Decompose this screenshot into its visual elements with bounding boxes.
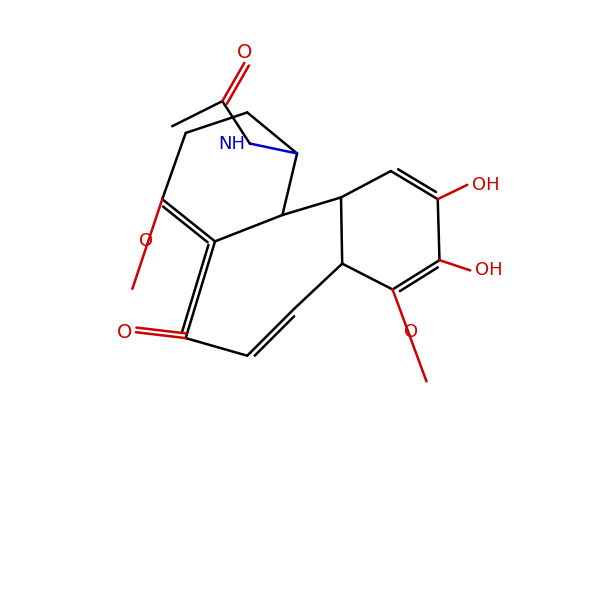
Text: OH: OH	[475, 262, 503, 280]
Text: NH: NH	[218, 134, 245, 152]
Text: O: O	[404, 323, 418, 341]
Text: OH: OH	[472, 176, 500, 194]
Text: O: O	[116, 323, 132, 342]
Text: O: O	[236, 43, 252, 62]
Text: O: O	[139, 232, 153, 250]
